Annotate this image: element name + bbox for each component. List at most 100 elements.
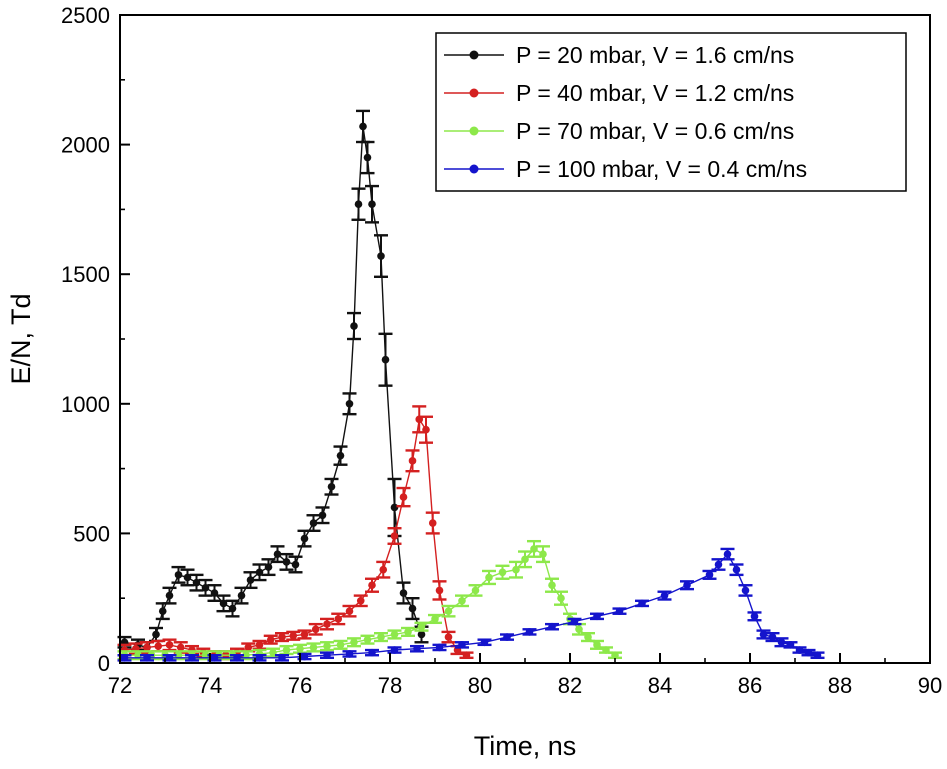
data-point	[165, 654, 174, 662]
data-point	[660, 591, 669, 600]
data-point	[399, 589, 408, 597]
data-point	[174, 571, 183, 579]
data-point	[336, 641, 345, 649]
data-point	[219, 599, 228, 608]
data-point	[428, 519, 437, 527]
data-point	[377, 252, 385, 260]
data-point	[300, 534, 309, 543]
x-tick-label: 84	[648, 673, 672, 698]
data-point	[345, 607, 354, 615]
data-point	[255, 641, 264, 649]
data-point	[154, 642, 163, 650]
data-point	[557, 594, 565, 602]
data-point	[345, 650, 354, 658]
data-point	[264, 563, 273, 571]
data-point	[309, 643, 318, 652]
data-point	[723, 550, 732, 558]
data-point	[323, 620, 331, 628]
x-axis-title: Time, ns	[474, 731, 577, 761]
legend-box	[435, 32, 907, 192]
data-point	[368, 648, 376, 657]
data-point	[309, 519, 318, 527]
data-point	[311, 625, 320, 634]
legend-swatch-marker	[469, 88, 479, 98]
data-point	[615, 607, 624, 615]
x-tick-label: 90	[918, 673, 942, 698]
data-point	[255, 654, 264, 662]
data-point	[246, 576, 255, 584]
data-point	[291, 560, 300, 569]
data-point	[363, 635, 372, 644]
data-point	[408, 604, 417, 613]
data-point	[638, 599, 646, 608]
data-point	[593, 641, 601, 649]
data-point	[350, 322, 358, 330]
data-point	[282, 646, 291, 654]
data-point	[327, 482, 336, 491]
data-point	[570, 617, 579, 626]
data-point	[143, 643, 151, 652]
data-point	[356, 596, 365, 605]
data-point	[750, 612, 759, 621]
data-point	[228, 604, 237, 613]
data-point	[390, 646, 399, 654]
y-tick-label: 1500	[61, 262, 110, 287]
data-point	[158, 607, 167, 615]
series-4	[117, 547, 825, 662]
data-point	[768, 633, 777, 641]
data-point	[530, 545, 538, 553]
x-tick-label: 86	[738, 673, 762, 698]
data-point	[795, 646, 804, 654]
data-point	[165, 591, 174, 600]
data-point	[300, 630, 309, 639]
data-point	[381, 355, 390, 364]
legend-label: P = 20 mbar, V = 1.6 cm/ns	[516, 42, 794, 68]
data-point	[269, 648, 277, 657]
legend-swatch-marker	[469, 164, 479, 174]
data-point	[480, 638, 489, 647]
data-point	[350, 638, 358, 647]
legend: P = 20 mbar, V = 1.6 cm/ns P = 40 mbar, V…	[435, 32, 907, 192]
data-point	[485, 573, 493, 582]
data-point	[354, 200, 363, 209]
data-point	[525, 628, 534, 636]
data-point	[422, 425, 430, 434]
data-point	[165, 641, 174, 649]
data-point	[593, 612, 601, 621]
data-point	[741, 586, 750, 595]
legend-item-3: P = 70 mbar, V = 0.6 cm/ns	[444, 118, 794, 144]
data-point	[255, 568, 264, 577]
data-point	[732, 565, 741, 574]
data-point	[120, 654, 129, 662]
data-point	[584, 633, 592, 641]
data-point	[539, 550, 547, 558]
data-point	[266, 635, 275, 644]
data-point	[210, 589, 219, 597]
data-point	[323, 642, 331, 650]
data-point	[413, 644, 421, 653]
legend-label: P = 40 mbar, V = 1.2 cm/ns	[516, 80, 794, 106]
data-point	[498, 568, 507, 577]
series-line	[124, 417, 467, 656]
x-tick-label: 78	[378, 673, 402, 698]
data-point	[575, 625, 583, 634]
data-point	[278, 633, 286, 641]
data-point	[379, 565, 388, 574]
x-tick-label: 72	[108, 673, 132, 698]
data-point	[408, 457, 417, 465]
data-point	[278, 654, 286, 662]
data-point	[503, 633, 511, 641]
data-point	[152, 630, 160, 639]
legend-swatch-marker	[469, 126, 479, 136]
data-point	[548, 581, 556, 590]
data-point	[714, 560, 723, 569]
legend-item-2: P = 40 mbar, V = 1.2 cm/ns	[444, 80, 794, 106]
x-tick-label: 74	[198, 673, 222, 698]
data-point	[282, 558, 291, 566]
data-point	[377, 633, 385, 641]
data-point	[444, 607, 453, 615]
data-point	[705, 571, 714, 579]
data-point	[786, 641, 795, 649]
data-point	[777, 638, 786, 647]
data-point	[368, 200, 376, 209]
